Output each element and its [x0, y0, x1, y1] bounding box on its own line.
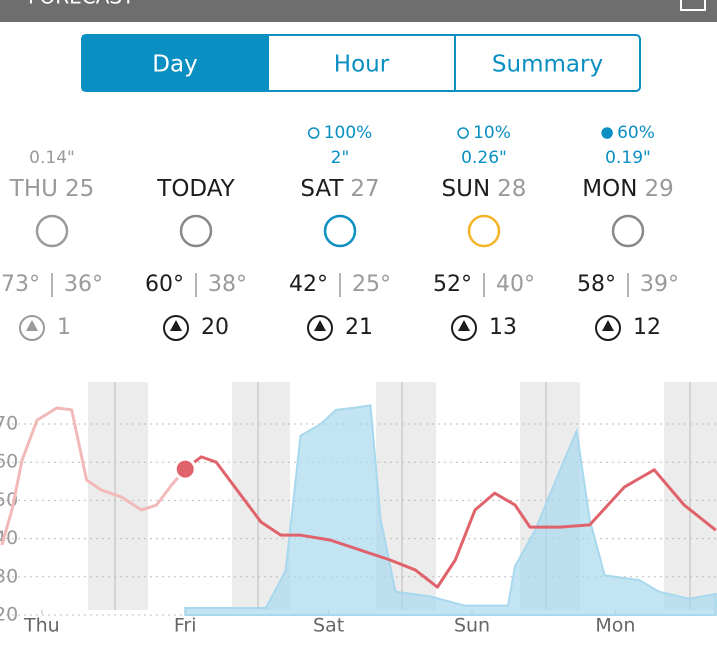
temp-low: 25°	[352, 272, 391, 297]
x-tick-label: Mon	[595, 615, 635, 637]
temp-high: 42°	[289, 272, 328, 297]
temp-low: 39°	[640, 272, 679, 297]
day-name: SUN 28	[442, 176, 527, 202]
tab-label[interactable]: Summary	[492, 52, 603, 78]
y-tick-label: 20	[0, 604, 18, 626]
wind-arrow	[26, 320, 38, 331]
tab-label[interactable]: Day	[152, 52, 197, 78]
precip-chance: 60%	[617, 123, 655, 143]
date: 27	[350, 176, 379, 202]
weekday: TODAY	[156, 176, 235, 202]
precip-area	[184, 404, 717, 616]
wind-icon	[451, 315, 477, 341]
precip-icon	[307, 127, 320, 139]
weekday: THU	[9, 176, 58, 202]
precip-icon	[457, 127, 469, 139]
temperature-line	[184, 455, 717, 589]
weather-icon	[467, 214, 501, 248]
wind-icon	[595, 315, 621, 341]
x-tick-label: Thu	[23, 615, 60, 637]
precip-chance: 100%	[324, 123, 373, 143]
precip-amount: 0.14"	[29, 148, 75, 168]
tab-bar: Day Hour Summary	[81, 34, 641, 92]
header-bar	[0, 0, 717, 22]
wind-icon	[307, 315, 333, 341]
current-marker	[173, 457, 197, 481]
precip-chance: 10%	[473, 123, 511, 143]
wind-arrow	[314, 320, 326, 331]
weekday: SAT	[300, 176, 344, 202]
temp-low: 38°	[208, 272, 247, 297]
tab-active-bg	[82, 35, 268, 91]
date: 25	[65, 176, 94, 202]
wind-arrow	[458, 320, 470, 331]
temperature-line	[0, 406, 187, 546]
close-button[interactable]	[680, 0, 706, 11]
header-title: FORECAST	[28, 0, 135, 9]
temp-high: 60°	[145, 272, 184, 297]
day-name: SAT 27	[300, 176, 379, 202]
tab-label[interactable]: Hour	[334, 52, 390, 78]
wind-speed: 13	[489, 315, 517, 340]
y-tick-label: 30	[0, 565, 18, 587]
temp-low: 36°	[64, 272, 103, 297]
date: 29	[644, 176, 673, 202]
day-name: TODAY	[156, 176, 235, 202]
date: 28	[497, 176, 526, 202]
wind-speed: 1	[57, 315, 71, 340]
wind-arrow	[170, 320, 182, 331]
wind-speed: 21	[345, 315, 373, 340]
wind-arrow	[602, 320, 614, 331]
x-tick-label: Sat	[313, 615, 344, 637]
weather-icon	[323, 214, 357, 248]
precip-amount: 0.26"	[461, 148, 507, 168]
wind-icon	[163, 315, 189, 341]
weather-icon	[179, 214, 213, 248]
weather-icon	[35, 214, 69, 248]
temp-high: 73°	[1, 272, 40, 297]
x-tick-label: Sun	[454, 615, 490, 637]
wind-speed: 12	[633, 315, 661, 340]
temp-high: 52°	[433, 272, 472, 297]
precip-icon	[601, 127, 613, 139]
temp-low: 40°	[496, 272, 535, 297]
wind-icon	[19, 315, 45, 341]
wind-speed: 20	[201, 315, 229, 340]
temp-high: 58°	[577, 272, 616, 297]
precip-amount: 0.19"	[605, 148, 651, 168]
weather-icon	[611, 214, 645, 248]
precip-amount: 2"	[331, 148, 350, 168]
day-name: MON 29	[582, 176, 673, 202]
y-tick-label: 70	[0, 413, 18, 435]
x-tick-label: Fri	[174, 615, 197, 637]
day-name: THU 25	[9, 176, 94, 202]
y-tick-label: 60	[0, 451, 18, 473]
weekday: MON	[582, 176, 637, 202]
weekday: SUN	[442, 176, 491, 202]
